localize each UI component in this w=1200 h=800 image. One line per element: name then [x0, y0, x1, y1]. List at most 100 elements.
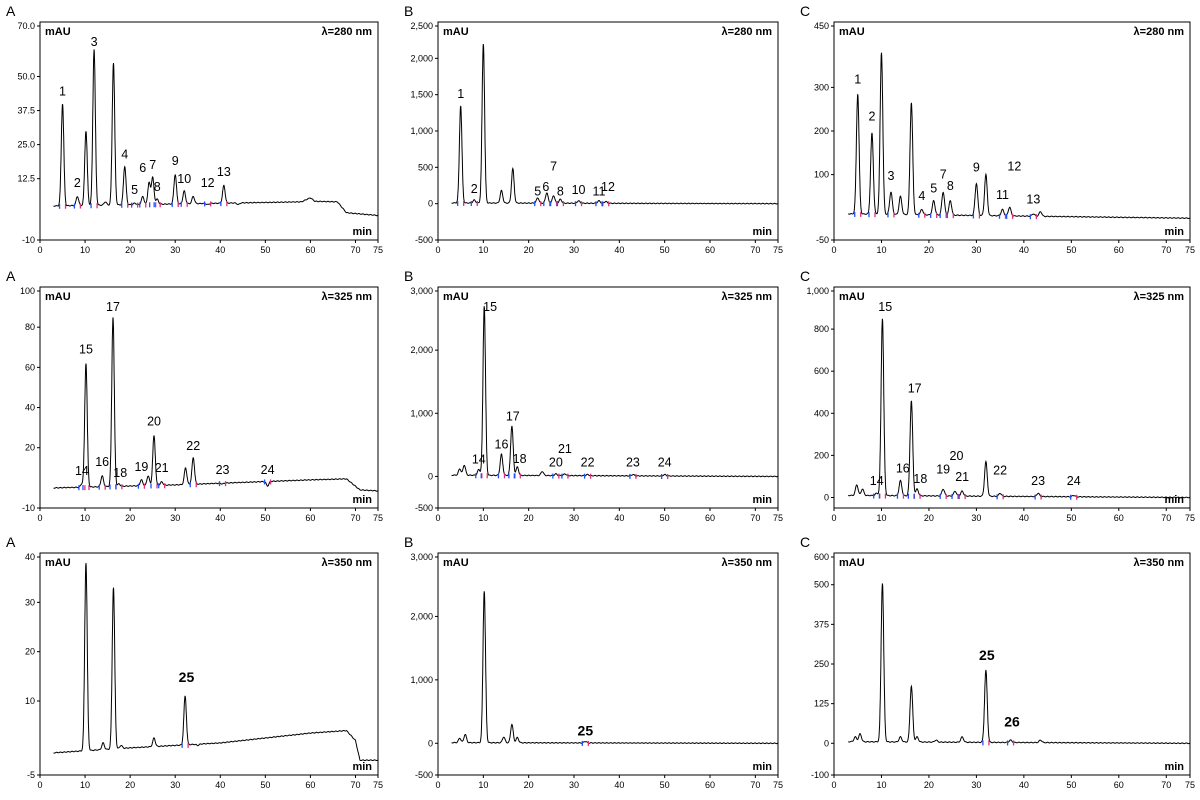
chart8-ytick-label: 500: [814, 580, 829, 590]
chart5-peak-label: 19: [936, 462, 950, 476]
chart6-xtick-label: 70: [350, 780, 360, 790]
chart1-peak-label: 7: [550, 160, 557, 174]
chart5-xtick-label: 70: [1161, 513, 1171, 523]
chart8-xtick-label: 30: [971, 780, 981, 790]
chart6-frame: [39, 552, 379, 776]
chart1-ytick-label: 2,500: [410, 21, 433, 31]
chart8-xtick-label: 10: [876, 780, 886, 790]
chart1-peak-label: 10: [572, 183, 586, 197]
chart5-peak-label: 23: [1031, 474, 1045, 488]
chart5-peak-label: 14: [870, 474, 884, 488]
chart5-wavelength: λ=325 nm: [1134, 291, 1185, 303]
chart1-xtick-label: 0: [435, 245, 440, 255]
chart8-x-unit: min: [1164, 761, 1184, 773]
chart2-peak-label: 11: [996, 188, 1009, 202]
chart7-ytick-label: 3,000: [410, 552, 433, 562]
chart2-ytick-label: 200: [814, 126, 829, 136]
chart5-peak-label: 22: [993, 464, 1007, 478]
chart5-peak-label: 17: [908, 381, 922, 395]
chart3-peak-label: 17: [106, 300, 120, 314]
chart4-xtick-label: 40: [614, 513, 624, 523]
chart8-trace: [848, 583, 1191, 745]
chart5-ytick-label: 200: [814, 450, 829, 460]
chart0-peak-label: 12: [201, 176, 215, 190]
chart6-ytick-label: 30: [25, 597, 35, 607]
chart2-peak-label: 5: [930, 181, 937, 195]
chart5-xtick-label: 20: [924, 513, 934, 523]
chart4-peak-label: 24: [658, 456, 672, 470]
chart7-xtick-label: 10: [478, 780, 488, 790]
chart0-xtick-label: 70: [350, 245, 360, 255]
chart3-peak-label: 22: [186, 439, 200, 453]
chart2-xtick-label: 75: [1185, 245, 1195, 255]
chart7-xtick-label: 75: [773, 780, 783, 790]
chart7-panel-letter: B: [404, 534, 413, 550]
chart6-xtick-label: 30: [170, 780, 180, 790]
chart0-ytick-label: 25.0: [17, 140, 35, 150]
chart3-panel-letter: A: [6, 268, 16, 284]
chart7-ytick-label: -500: [415, 770, 433, 780]
chart8-peak-label: 26: [1004, 714, 1020, 730]
chart8-xtick-label: 50: [1066, 780, 1076, 790]
chart1-peak-label: 1: [457, 87, 464, 101]
chart4-peak-label: 14: [472, 453, 486, 467]
chart0-ytick-label: -10: [22, 235, 35, 245]
chart1-trace: [451, 43, 779, 205]
chart4-frame: [437, 286, 779, 509]
chart2-xtick-label: 30: [971, 245, 981, 255]
chart0-peak-label: 9: [172, 154, 179, 168]
chart1-xtick-label: 30: [569, 245, 579, 255]
chart0-ytick-label: 70.0: [17, 21, 35, 31]
chart4-ytick-label: 0: [428, 471, 433, 481]
chart4-y-unit: mAU: [443, 291, 469, 303]
chart6-y-unit: mAU: [45, 557, 71, 569]
chart1-peak-label: 6: [542, 180, 549, 194]
chart8-xtick-label: 70: [1161, 780, 1171, 790]
chart3-xtick-label: 60: [305, 513, 315, 523]
chart5-xtick-label: 60: [1114, 513, 1124, 523]
chart8-panel-letter: C: [800, 534, 810, 550]
chart3-peak-label: 24: [261, 463, 275, 477]
chart0-xtick-label: 20: [125, 245, 135, 255]
chart3-y-unit: mAU: [45, 291, 71, 303]
chart1-peak-label: 5: [534, 184, 541, 198]
chart5-xtick-label: 0: [831, 513, 836, 523]
chart8-xtick-label: 0: [831, 780, 836, 790]
chart6-wavelength: λ=350 nm: [322, 557, 373, 569]
chart3-peak-label: 19: [134, 460, 148, 474]
chart2-peak-label: 4: [918, 189, 925, 203]
chart5-panel-letter: C: [800, 268, 810, 284]
chart1-y-unit: mAU: [443, 26, 469, 38]
chart8-wavelength: λ=350 nm: [1134, 557, 1185, 569]
chart8-xtick-label: 20: [924, 780, 934, 790]
chart1-ytick-label: 2,000: [410, 53, 433, 63]
chart2-ytick-label: 100: [814, 170, 829, 180]
chart7-x-unit: min: [752, 761, 772, 773]
chart2-peak-label: 12: [1007, 160, 1021, 174]
chart8-ytick-label: 0: [824, 738, 829, 748]
chart3-xtick-label: 0: [37, 513, 42, 523]
chart6-ytick-label: 20: [25, 647, 35, 657]
chart3-xtick-label: 40: [215, 513, 225, 523]
chart4-xtick-label: 30: [569, 513, 579, 523]
chart5-xtick-label: 75: [1185, 513, 1195, 523]
chart4-peak-label: 15: [483, 300, 497, 314]
chart4-peak-label: 20: [549, 456, 563, 470]
chart7-y-unit: mAU: [443, 557, 469, 569]
chart4-ytick-label: 1,000: [410, 408, 433, 418]
chart1-xtick-label: 60: [705, 245, 715, 255]
chart3-x-unit: min: [352, 494, 372, 506]
chart0-frame: [39, 21, 379, 241]
chart4-xtick-label: 50: [660, 513, 670, 523]
chart2-xtick-label: 60: [1114, 245, 1124, 255]
chart4-panel-letter: B: [404, 268, 413, 284]
chart0-x-unit: min: [352, 226, 372, 238]
chart8-xtick-label: 40: [1019, 780, 1029, 790]
chart1-ytick-label: -500: [415, 235, 433, 245]
chart1-frame: [437, 21, 779, 241]
chart1-peak-label: 8: [557, 184, 564, 198]
